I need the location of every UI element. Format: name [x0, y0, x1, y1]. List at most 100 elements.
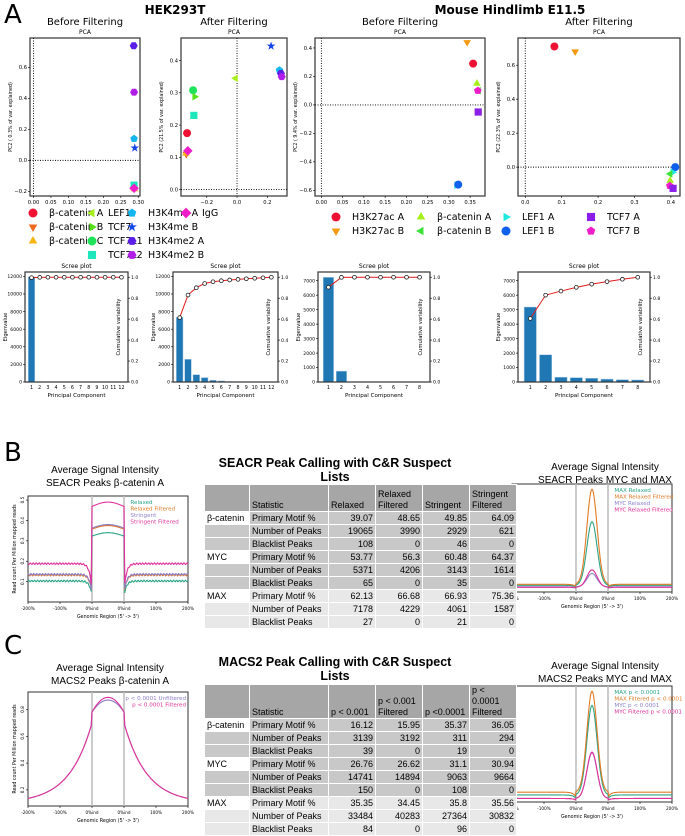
profile-macs2-bcat-title: Average Signal Intensity MACS2 Peaks β-c…	[30, 662, 190, 688]
y2-tick-label: 0.0	[131, 380, 138, 386]
y-axis-label: PC2 ( 0.3% of var. explained)	[8, 82, 14, 152]
circle-marker-icon	[500, 225, 512, 237]
statistic-cell: Blacklist Peaks	[250, 616, 329, 629]
value-cell: 108	[329, 538, 376, 551]
y2-axis-label: Cumulative variability	[638, 299, 644, 356]
y2-tick-label: 1.0	[433, 275, 440, 281]
section-title: After Filtering	[200, 17, 267, 28]
legend-label: Relaxed	[130, 500, 153, 506]
y2-tick-label: 0.6	[433, 317, 440, 323]
y-tick-label: 5000	[503, 307, 515, 313]
cumulative-point	[559, 289, 563, 293]
value-cell: 49.85	[423, 512, 470, 525]
triangle-right-marker-icon	[500, 211, 512, 223]
y-tick-label: 3000	[503, 336, 515, 342]
value-cell: 0	[376, 745, 423, 758]
y-axis-label: Read count Per Million mapped reads	[12, 504, 18, 594]
value-cell: 96	[423, 823, 470, 836]
value-cell: 0	[376, 538, 423, 551]
cumulative-point	[228, 278, 232, 282]
column-header: p <0.0001	[423, 685, 470, 719]
cumulative-point	[186, 293, 190, 297]
cumulative-point	[203, 282, 207, 286]
y-tick-label: 6000	[158, 327, 170, 333]
value-cell: 4229	[376, 603, 423, 616]
y-tick-label: 0.8	[20, 706, 25, 713]
y-tick-label: 2000	[10, 362, 22, 368]
data-point	[475, 108, 482, 115]
x-tick-label: 1	[30, 385, 33, 391]
x-axis-label: Principal Component	[196, 393, 255, 399]
y-axis-label: PC2 (22.3% of var. explained)	[496, 81, 502, 152]
value-cell: 294	[470, 732, 517, 745]
bar	[28, 277, 35, 382]
cumulative-point	[327, 285, 331, 289]
cumulative-point	[236, 277, 240, 281]
x-tick-label: -100%	[537, 806, 551, 811]
data-point	[666, 176, 674, 183]
x-axis-label: Principal Component	[47, 393, 106, 399]
x-tick-label: 1	[327, 385, 330, 391]
legend-label: p < 0.0001 Filtered	[132, 703, 186, 709]
value-cell: 34.45	[376, 797, 423, 810]
x-tick-label: 0%ind	[601, 806, 614, 811]
cumulative-point	[418, 275, 422, 279]
column-header: Stringent	[423, 485, 470, 512]
value-cell: 5371	[329, 564, 376, 577]
cumulative-point	[340, 275, 344, 279]
plot-title: PCA	[593, 29, 606, 36]
cumulative-point	[120, 275, 124, 279]
y-tick-label: 6000	[10, 327, 22, 333]
statistic-cell: Primary Motif %	[250, 758, 329, 771]
x-tick-label: 6	[71, 385, 74, 391]
value-cell: 7178	[329, 603, 376, 616]
legend-item: H3K4me2 A	[126, 235, 204, 247]
x-tick-label: 4	[366, 385, 369, 391]
triangle-left-marker-icon	[86, 207, 98, 219]
y2-tick-label: 0.8	[281, 296, 288, 302]
value-cell: 4206	[376, 564, 423, 577]
x-tick-label: 9	[95, 385, 98, 391]
column-header: Relaxed Filtered	[376, 485, 423, 512]
x-tick-label: 200%	[182, 606, 194, 611]
column-header: Relaxed	[329, 485, 376, 512]
x-tick-label: 7	[405, 385, 408, 391]
cumulative-point	[87, 275, 91, 279]
y-axis-label: Eigenvalue	[296, 313, 302, 342]
value-cell: 62.13	[329, 590, 376, 603]
cumulative-point	[574, 286, 578, 290]
pentagon-marker-icon	[585, 225, 597, 237]
cumulative-point	[636, 275, 640, 279]
group-cell: MYC	[205, 551, 250, 564]
cumulative-point	[528, 317, 532, 321]
y-axis-label: Eigenvalue	[496, 313, 502, 342]
value-cell: 3139	[329, 732, 376, 745]
group-title-hek: HEK293T	[100, 3, 250, 17]
value-cell: 26.62	[376, 758, 423, 771]
value-cell: 84	[329, 823, 376, 836]
data-point	[130, 42, 138, 49]
y-tick-label: 7000	[303, 278, 315, 284]
value-cell: 0	[470, 745, 517, 758]
pentagon-marker-icon	[126, 207, 138, 219]
legend-label: H3K4me B	[148, 222, 198, 233]
cumulative-point	[620, 277, 624, 281]
legend-label: MYC Filtered p < 0.0001	[614, 710, 682, 716]
y2-tick-label: 0.2	[653, 359, 660, 365]
y-tick-label: 0.0	[304, 103, 312, 109]
value-cell: 56.3	[376, 551, 423, 564]
x-tick-label: 1	[178, 385, 181, 391]
legend-label: MAX Filtered p < 0.0001	[614, 697, 683, 703]
group-cell	[205, 823, 250, 836]
statistic-cell: Primary Motif %	[250, 512, 329, 525]
cumulative-point	[103, 275, 107, 279]
y-tick-label: 0.5	[20, 496, 25, 503]
statistic-cell: Blacklist Peaks	[250, 577, 329, 590]
y-tick-label: 0.4	[304, 46, 313, 52]
